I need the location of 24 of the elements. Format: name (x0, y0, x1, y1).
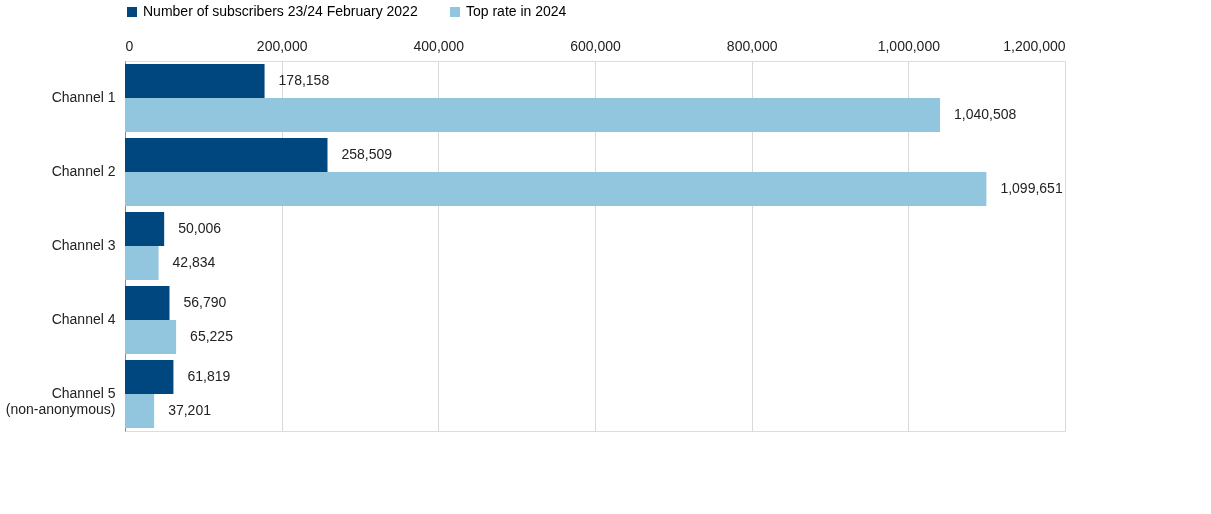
data-label: 178,158 (278, 71, 330, 88)
x-tick-label: 1,200,000 (1003, 37, 1066, 54)
x-tick-label: 600,000 (570, 37, 622, 54)
data-label: 37,201 (168, 402, 212, 419)
data-label: 1,040,508 (954, 106, 1017, 123)
x-tick-label: 400,000 (413, 37, 465, 54)
x-tick-label: 1,000,000 (877, 37, 941, 54)
y-tick-label: Channel 4 (51, 311, 116, 327)
data-label: 65,225 (190, 328, 234, 345)
data-label: 258,509 (341, 145, 393, 162)
data-label: 56,790 (183, 293, 227, 310)
data-label: 50,006 (178, 219, 222, 236)
data-label: 1,099,651 (1000, 180, 1063, 197)
x-tick-label: 200,000 (256, 37, 308, 54)
y-tick-label: Channel 1 (51, 89, 116, 105)
legend-label: Top rate in 2024 (466, 3, 567, 19)
data-label: 61,819 (187, 367, 231, 384)
y-tick-label: Channel 2 (51, 163, 116, 179)
data-label: 42,834 (172, 254, 216, 271)
x-tick-label: 0 (125, 37, 134, 54)
y-tick-label: Channel 3 (51, 237, 116, 253)
y-tick-label: Channel 5 (non-anonymous) (5, 385, 116, 417)
legend-label: Number of subscribers 23/24 February 2022 (143, 3, 418, 19)
x-tick-label: 800,000 (726, 37, 778, 54)
